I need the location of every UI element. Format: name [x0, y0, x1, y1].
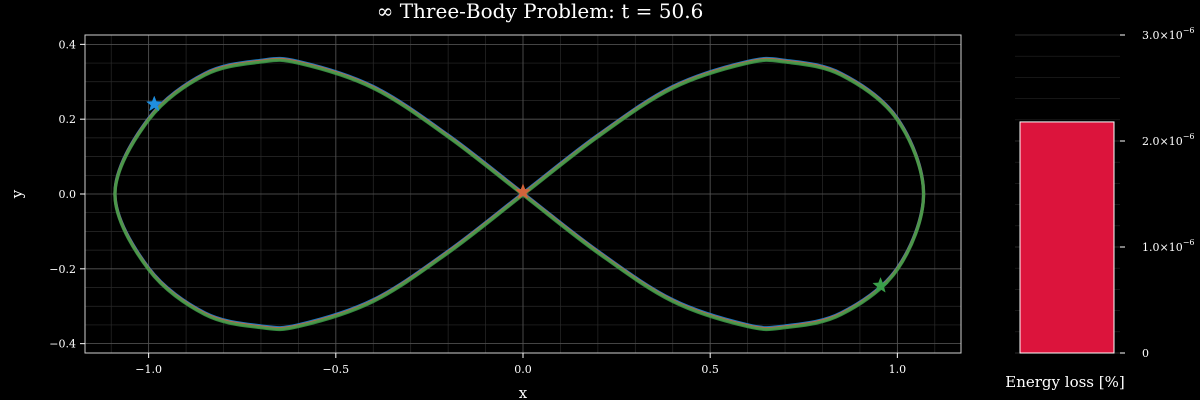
energy-bars: [1019, 121, 1115, 354]
chart-title: ∞ Three-Body Problem: t = 50.6: [377, 0, 704, 23]
body-marker: [145, 95, 163, 112]
x-tick-label: −0.5: [322, 363, 349, 376]
energy-y-tick-label: 2.0×10−6: [1142, 132, 1195, 148]
tick-exponent: −6: [1183, 238, 1195, 247]
x-tick-label: 1.0: [889, 363, 907, 376]
energy-y-ticks: 0 1.0×10−6 2.0×10−6 3.0×10−6: [1120, 26, 1195, 360]
energy-y-tick-label: 0: [1142, 347, 1149, 360]
body-markers: [145, 95, 889, 293]
x-tick-label: 0.5: [701, 363, 719, 376]
tick-exponent: −6: [1183, 26, 1195, 35]
energy-loss-chart: 0 1.0×10−6 2.0×10−6 3.0×10−6 Energy loss [%…: [1005, 26, 1194, 391]
y-tick-label: −0.4: [49, 338, 76, 351]
trajectory-chart: −1.0 −0.5 0.0 0.5 1.0 −0.4 −0.2 0.0 0.2 0.4 ∞ Th…: [8, 0, 962, 400]
x-tick-label: 0.0: [514, 363, 532, 376]
energy-x-label: Energy loss [%]: [1005, 373, 1124, 391]
body-marker: [514, 183, 532, 200]
y-tick-label: 0.2: [59, 113, 77, 126]
energy-bar: [1019, 121, 1115, 354]
y-axis-label: y: [8, 189, 26, 199]
body-marker: [872, 276, 889, 293]
y-axis-ticks: −0.4 −0.2 0.0 0.2 0.4: [49, 38, 85, 351]
y-tick-label: 0.4: [59, 38, 77, 51]
x-axis-label: x: [519, 384, 528, 400]
x-axis-ticks: −1.0 −0.5 0.0 0.5 1.0: [135, 353, 906, 376]
energy-y-tick-label: 1.0×10−6: [1142, 238, 1195, 254]
energy-y-tick-label: 3.0×10−6: [1142, 26, 1195, 42]
y-tick-label: −0.2: [49, 263, 76, 276]
y-tick-label: 0.0: [59, 188, 77, 201]
x-tick-label: −1.0: [135, 363, 162, 376]
tick-exponent: −6: [1183, 132, 1195, 141]
